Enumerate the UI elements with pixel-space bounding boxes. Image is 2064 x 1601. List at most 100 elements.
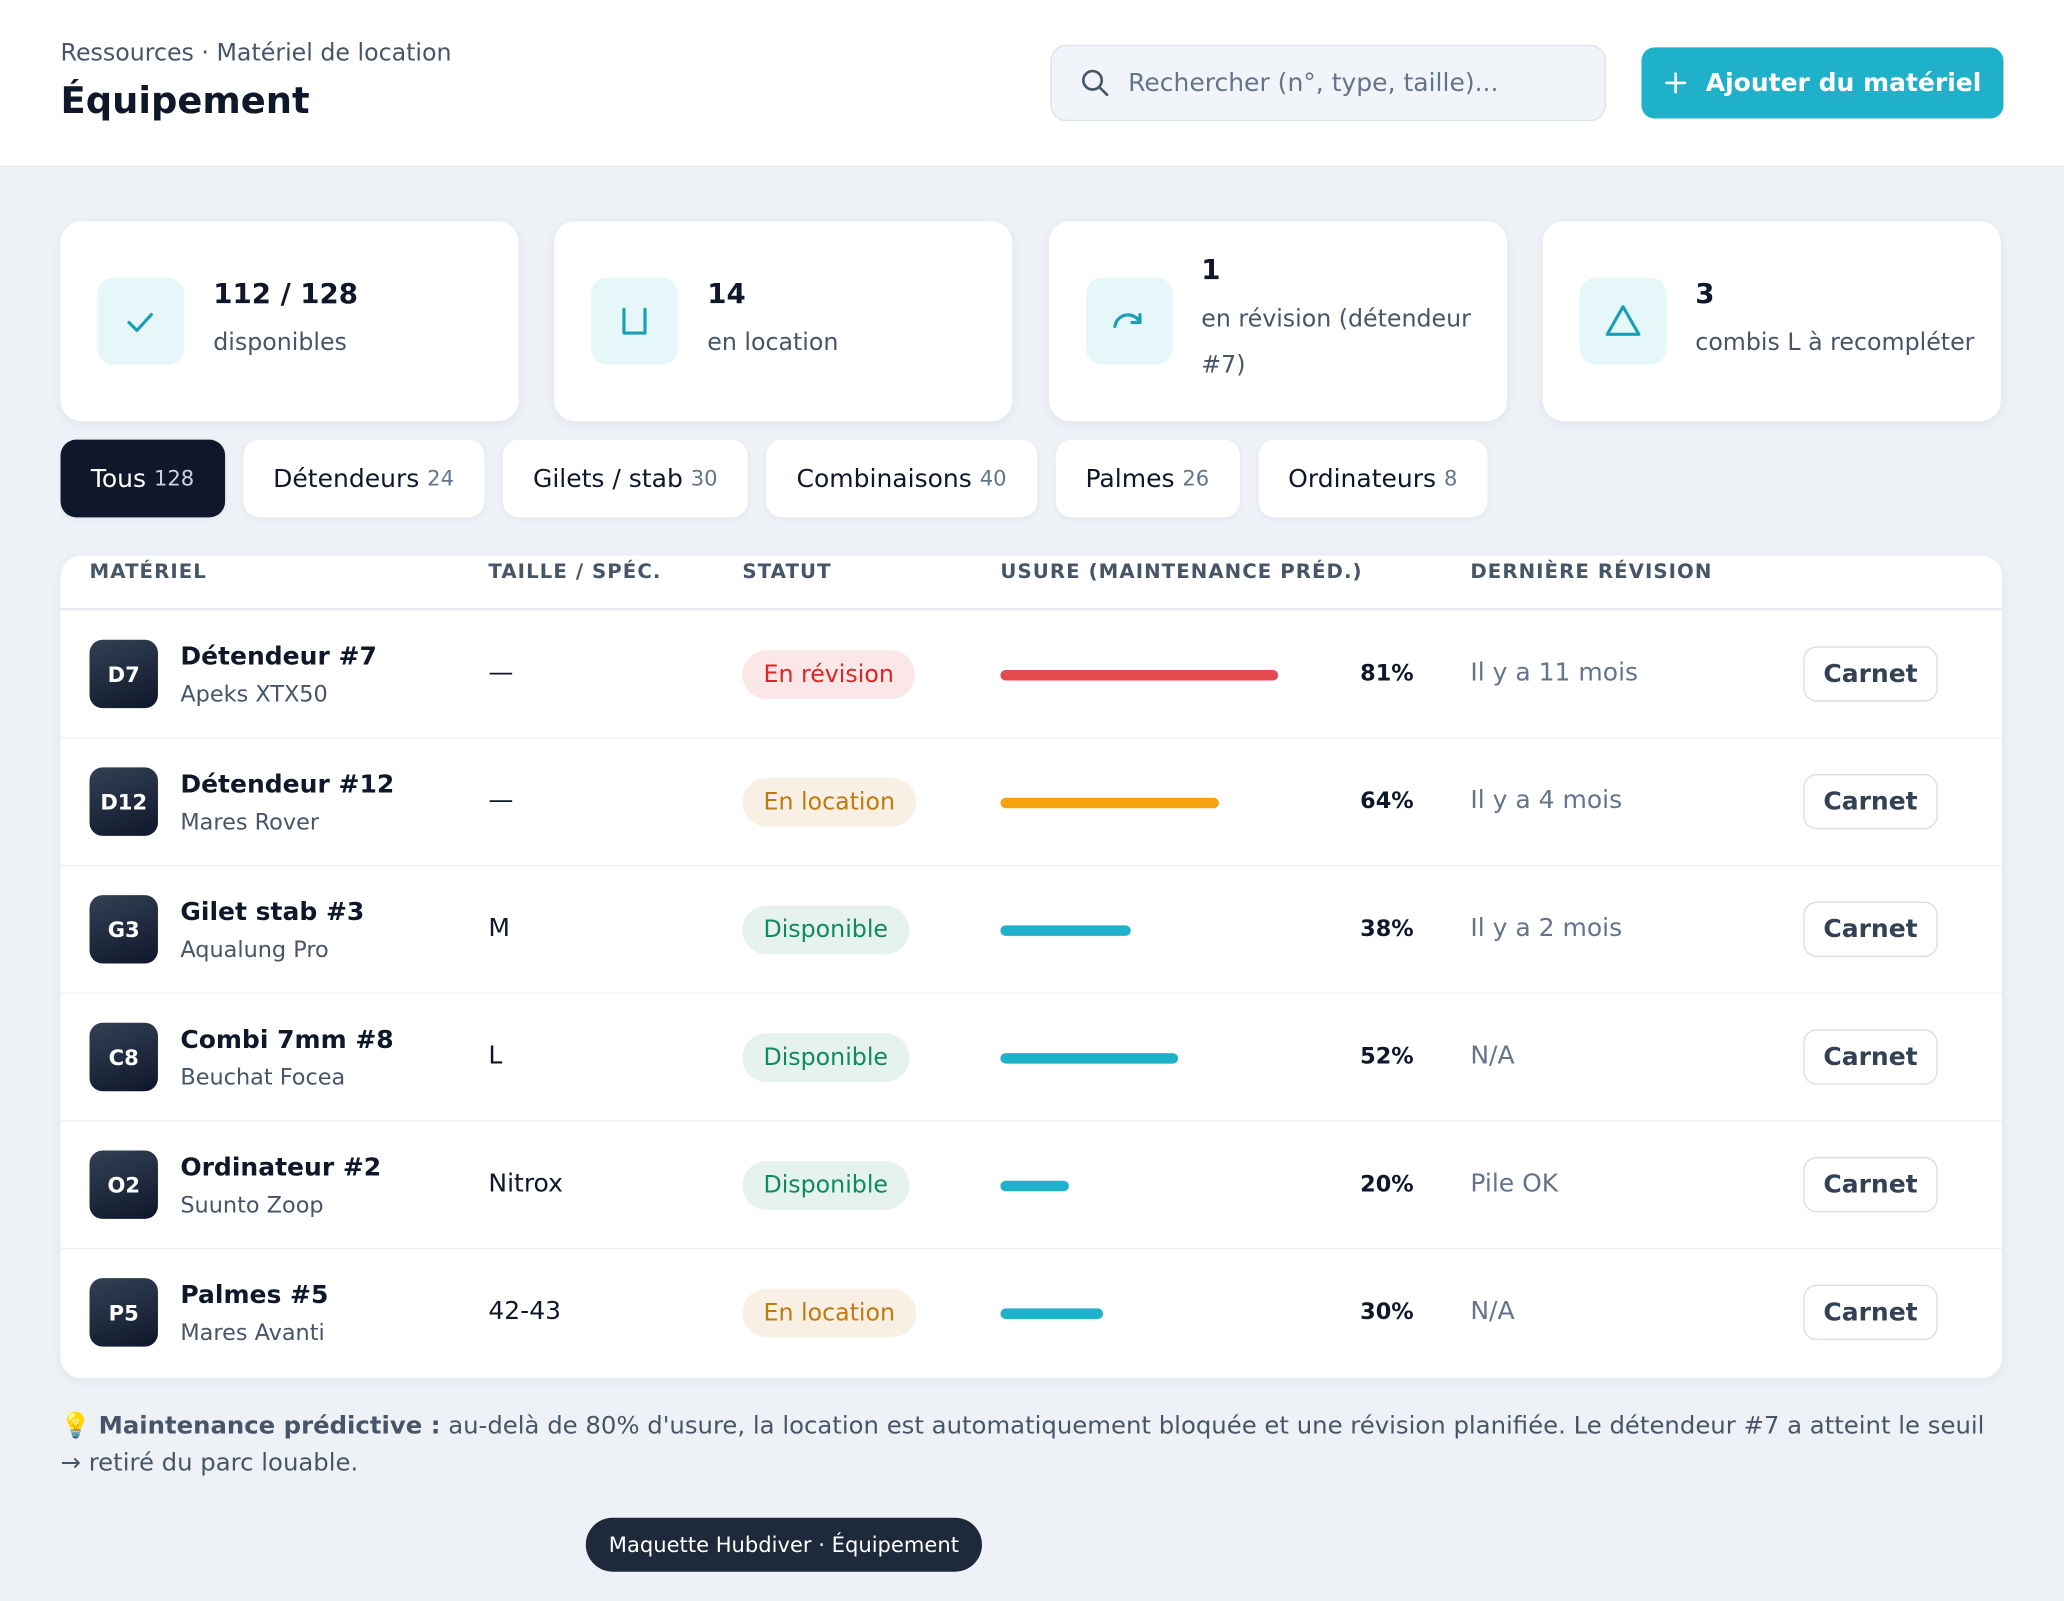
column-header: STATUT [742, 559, 832, 584]
stat-card: 3 combis L à recompléter [1542, 221, 2001, 422]
wear-percent: 52% [1360, 1043, 1414, 1071]
wear-percent: 30% [1360, 1299, 1414, 1326]
stat-icon [1085, 277, 1173, 365]
item-size: — [488, 658, 514, 688]
page-title: Équipement [60, 78, 310, 123]
item-model: Mares Avanti [180, 1320, 325, 1347]
wear-track [1000, 1180, 1342, 1192]
wear-track [1000, 797, 1342, 809]
icon [622, 307, 647, 335]
column-header: USURE (MAINTENANCE PRÉD.) [1000, 559, 1363, 584]
item-model: Aqualung Pro [180, 937, 329, 964]
stat-text: 14 en location [707, 277, 838, 365]
item-name: Détendeur #12 [180, 770, 395, 800]
table-row: O2 Ordinateur #2 Suunto Zoop Nitrox Disponib… [60, 1120, 2003, 1249]
stat-text: 3 combis L à recompléter [1695, 277, 1974, 365]
stat-icon [591, 277, 679, 365]
item-size: M [488, 913, 510, 943]
search-placeholder: Rechercher (n°, type, taille)... [1128, 68, 1499, 98]
item-name: Gilet stab #3 [180, 897, 365, 927]
wear-bar [1000, 1053, 1179, 1064]
column-header: TAILLE / SPÉC. [488, 559, 662, 584]
filter-tab[interactable]: Combinaisons 40 [766, 439, 1037, 518]
tab-count: 30 [690, 465, 718, 491]
filter-tab[interactable]: Détendeurs 24 [242, 439, 485, 518]
search-box[interactable]: Rechercher (n°, type, taille)... [1050, 44, 1606, 122]
filter-tab[interactable]: Palmes 26 [1055, 439, 1240, 518]
item-code: P5 [89, 1278, 158, 1347]
status-badge: En location [742, 777, 917, 827]
stat-label: combis L à recompléter [1695, 328, 1975, 357]
note-label: Maintenance prédictive : [98, 1412, 441, 1441]
item-name: Ordinateur #2 [180, 1153, 382, 1183]
logbook-button[interactable]: Carnet [1803, 1157, 1938, 1213]
stat-text: 112 / 128 disponibles [213, 277, 358, 365]
stat-value: 112 / 128 [213, 277, 359, 309]
tab-count: 128 [153, 465, 195, 491]
logbook-button[interactable]: Carnet [1803, 901, 1938, 957]
wear-bar [1000, 1180, 1069, 1192]
table-row: P5 Palmes #5 Mares Avanti 42-43 En location 3… [60, 1247, 2003, 1377]
table-row: D7 Détendeur #7 Apeks XTX50 — En révision 81%… [60, 609, 2003, 738]
filter-tab[interactable]: Ordinateurs 8 [1257, 439, 1488, 518]
item-size: L [488, 1041, 503, 1071]
logbook-button[interactable]: Carnet [1803, 774, 1938, 830]
tab-count: 24 [427, 465, 454, 491]
stat-label: en location [707, 328, 839, 357]
last-revision: Pile OK [1470, 1168, 1559, 1198]
tab-count: 40 [979, 465, 1007, 491]
add-button[interactable]: Ajouter du matériel [1641, 47, 2004, 119]
filter-tab[interactable]: Gilets / stab 30 [502, 439, 748, 518]
item-name: Détendeur #7 [180, 642, 377, 672]
logbook-button[interactable]: Carnet [1803, 646, 1938, 702]
search-icon [1082, 69, 1109, 97]
equipment-table: MATÉRIEL TAILLE / SPÉC. STATUT USURE (MAINT… [60, 555, 2003, 1379]
table-row: G3 Gilet stab #3 Aqualung Pro M Disponible 38… [60, 864, 2003, 994]
icon [1112, 313, 1141, 329]
wear-track [1000, 925, 1342, 936]
tab-count: 26 [1182, 465, 1210, 491]
status-badge: Disponible [742, 1161, 910, 1210]
last-revision: Il y a 2 mois [1470, 913, 1623, 943]
stat-card: 1 en révision (détendeur #7) [1048, 221, 1507, 422]
wear-percent: 20% [1360, 1171, 1414, 1198]
stat-text: 1 en révision (détendeur #7) [1201, 254, 1491, 388]
add-button-label: Ajouter du matériel [1705, 68, 1982, 98]
wear-percent: 64% [1360, 788, 1414, 815]
logbook-button[interactable]: Carnet [1803, 1029, 1938, 1085]
icon [1605, 305, 1641, 336]
item-model: Apeks XTX50 [180, 681, 328, 709]
stat-label: en révision (détendeur #7) [1201, 305, 1471, 380]
item-code: D12 [89, 767, 158, 836]
header: Ressources · Matériel de location Équipe… [0, 0, 2064, 168]
item-code: D7 [89, 639, 158, 709]
item-code: O2 [89, 1150, 158, 1219]
item-size: 42-43 [488, 1296, 562, 1326]
note: 💡 Maintenance prédictive : au-delà de 80… [60, 1412, 1985, 1477]
tab-label: Palmes [1085, 464, 1175, 493]
item-model: Suunto Zoop [180, 1192, 324, 1219]
column-header: DERNIÈRE RÉVISION [1470, 559, 1713, 584]
tab-count: 8 [1443, 465, 1458, 491]
last-revision: N/A [1470, 1041, 1515, 1071]
header-divider [60, 608, 2003, 610]
status-badge: Disponible [742, 1033, 910, 1083]
wear-bar [1000, 925, 1131, 936]
item-size: — [488, 785, 514, 815]
plus-icon [1664, 72, 1686, 94]
tab-label: Tous [90, 464, 147, 493]
stat-icon [1579, 277, 1667, 365]
tab-label: Ordinateurs [1288, 464, 1437, 493]
wear-percent: 81% [1360, 660, 1414, 688]
badge: Maquette Hubdiver · Équipement [585, 1517, 982, 1572]
tab-label: Gilets / stab [532, 464, 683, 493]
wear-bar [1000, 797, 1220, 809]
logbook-button[interactable]: Carnet [1803, 1284, 1938, 1341]
last-revision: Il y a 4 mois [1470, 785, 1623, 815]
breadcrumb: Ressources · Matériel de location [60, 39, 452, 68]
filter-tab[interactable]: Tous 128 [60, 439, 225, 518]
wear-track [1000, 670, 1342, 681]
wear-track [1000, 1308, 1342, 1319]
